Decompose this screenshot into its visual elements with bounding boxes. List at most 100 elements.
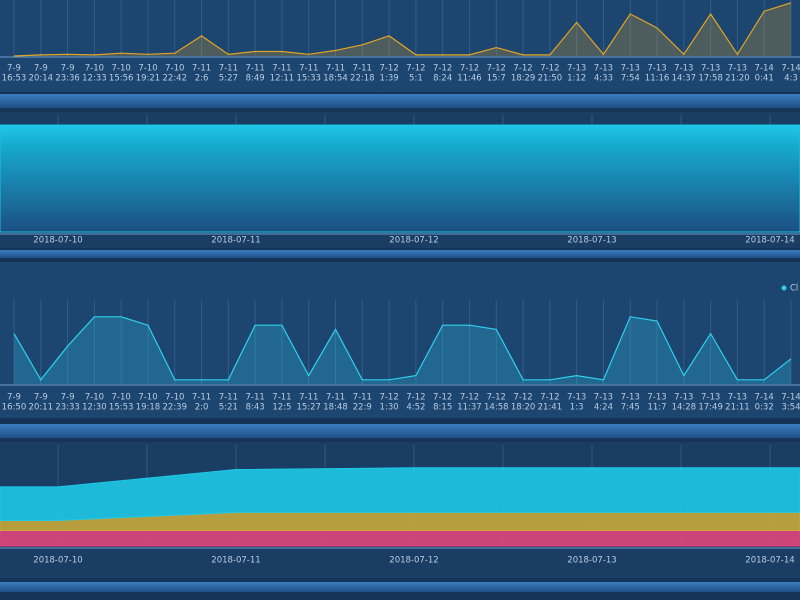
x-tick-label: 8:49	[246, 74, 265, 84]
x-tick-label: 2018-07-10	[33, 556, 82, 566]
x-tick-label: 17:58	[698, 74, 723, 84]
x-tick-label: 1:12	[567, 74, 586, 84]
x-tick-label: 7-11	[192, 64, 211, 74]
x-tick-label: 1:39	[380, 74, 399, 84]
panel	[0, 0, 800, 92]
x-tick-label: 17:49	[698, 403, 723, 413]
x-tick-label: 7-12	[540, 393, 559, 403]
legend-marker	[781, 285, 787, 291]
x-tick-label: 7-9	[61, 64, 75, 74]
x-tick-label: 7-11	[219, 393, 238, 403]
x-tick-label: 15:33	[296, 74, 321, 84]
x-tick-label: 2018-07-11	[211, 236, 260, 246]
x-tick-label: 21:11	[725, 403, 750, 413]
x-tick-label: 7-9	[34, 64, 48, 74]
x-tick-label: 7-13	[567, 393, 586, 403]
x-tick-label: 7-11	[245, 393, 264, 403]
x-tick-label: 7-11	[326, 64, 345, 74]
x-tick-label: 7-13	[621, 64, 640, 74]
x-tick-label: 7-12	[379, 64, 398, 74]
x-tick-label: 4:52	[406, 403, 425, 413]
x-tick-label: 7-12	[540, 64, 559, 74]
x-tick-label: 7-13	[594, 64, 613, 74]
x-tick-label: 7-11	[299, 393, 318, 403]
x-tick-label: 7-13	[701, 393, 720, 403]
x-tick-label: 7-14	[755, 64, 774, 74]
x-tick-label: 4:3	[784, 74, 798, 84]
x-tick-label: 7-9	[7, 393, 21, 403]
x-tick-label: 21:41	[538, 403, 563, 413]
x-tick-label: 7-13	[647, 393, 666, 403]
x-tick-label: 8:15	[433, 403, 452, 413]
x-tick-label: 7-9	[7, 64, 21, 74]
panel-divider	[0, 424, 800, 438]
x-tick-label: 22:39	[163, 403, 188, 413]
x-tick-label: 14:37	[672, 74, 697, 84]
x-tick-label: 18:29	[511, 74, 536, 84]
x-tick-label: 14:28	[672, 403, 697, 413]
x-tick-label: 4:24	[594, 403, 613, 413]
x-tick-label: 7-12	[513, 64, 532, 74]
x-tick-label: 11:37	[457, 403, 482, 413]
x-tick-label: 19:21	[136, 74, 161, 84]
x-tick-label: 7-12	[406, 64, 425, 74]
x-tick-label: 7-13	[728, 64, 747, 74]
x-tick-label: 2018-07-13	[567, 236, 616, 246]
x-tick-label: 2:0	[195, 403, 209, 413]
x-tick-label: 7-12	[433, 64, 452, 74]
x-tick-label: 7-14	[755, 393, 774, 403]
x-tick-label: 7-10	[112, 64, 131, 74]
area-layer	[0, 467, 800, 522]
x-tick-label: 2018-07-13	[567, 556, 616, 566]
x-tick-label: 7-10	[112, 393, 131, 403]
x-tick-label: 1:30	[380, 403, 399, 413]
area	[0, 124, 800, 233]
x-tick-label: 7-13	[674, 393, 693, 403]
x-tick-label: 4:33	[594, 74, 613, 84]
x-tick-label: 0:32	[755, 403, 774, 413]
x-tick-label: 11:7	[647, 403, 666, 413]
x-tick-label: 7-12	[433, 393, 452, 403]
x-tick-label: 7-11	[219, 64, 238, 74]
x-tick-label: 7-12	[406, 393, 425, 403]
x-tick-label: 20:11	[29, 403, 54, 413]
x-tick-label: 7-10	[85, 64, 104, 74]
x-tick-label: 12:5	[272, 403, 291, 413]
panel-divider	[0, 250, 800, 258]
x-tick-label: 7-11	[299, 64, 318, 74]
x-tick-label: 8:24	[433, 74, 452, 84]
x-tick-label: 1:3	[570, 403, 584, 413]
x-tick-label: 18:48	[323, 403, 348, 413]
x-tick-label: 15:7	[487, 74, 506, 84]
x-tick-label: 7-13	[647, 64, 666, 74]
x-tick-label: 5:21	[219, 403, 238, 413]
x-tick-label: 15:56	[109, 74, 134, 84]
x-tick-label: 7-13	[728, 393, 747, 403]
x-tick-label: 21:50	[538, 74, 563, 84]
area-layer	[0, 530, 800, 547]
x-tick-label: 22:42	[163, 74, 188, 84]
x-tick-label: 23:36	[55, 74, 80, 84]
x-tick-label: 18:54	[323, 74, 348, 84]
x-tick-label: 5:1	[409, 74, 423, 84]
x-tick-label: 18:20	[511, 403, 536, 413]
x-tick-label: 7-12	[379, 393, 398, 403]
panel-divider	[0, 582, 800, 592]
x-tick-label: 22:18	[350, 74, 375, 84]
x-tick-label: 14:58	[484, 403, 509, 413]
x-tick-label: 7-9	[34, 393, 48, 403]
x-tick-label: 2018-07-10	[33, 236, 82, 246]
x-tick-label: 22:9	[353, 403, 372, 413]
x-tick-label: 7-10	[138, 393, 157, 403]
x-tick-label: 7-10	[165, 64, 184, 74]
x-tick-label: 15:27	[296, 403, 321, 413]
x-tick-label: 7-13	[567, 64, 586, 74]
x-tick-label: 7-14	[781, 64, 800, 74]
x-tick-label: 2018-07-12	[389, 556, 438, 566]
panel-divider	[0, 94, 800, 108]
x-tick-label: 2018-07-12	[389, 236, 438, 246]
x-tick-label: 7-10	[85, 393, 104, 403]
x-tick-label: 2:6	[195, 74, 209, 84]
x-tick-label: 12:33	[82, 74, 107, 84]
